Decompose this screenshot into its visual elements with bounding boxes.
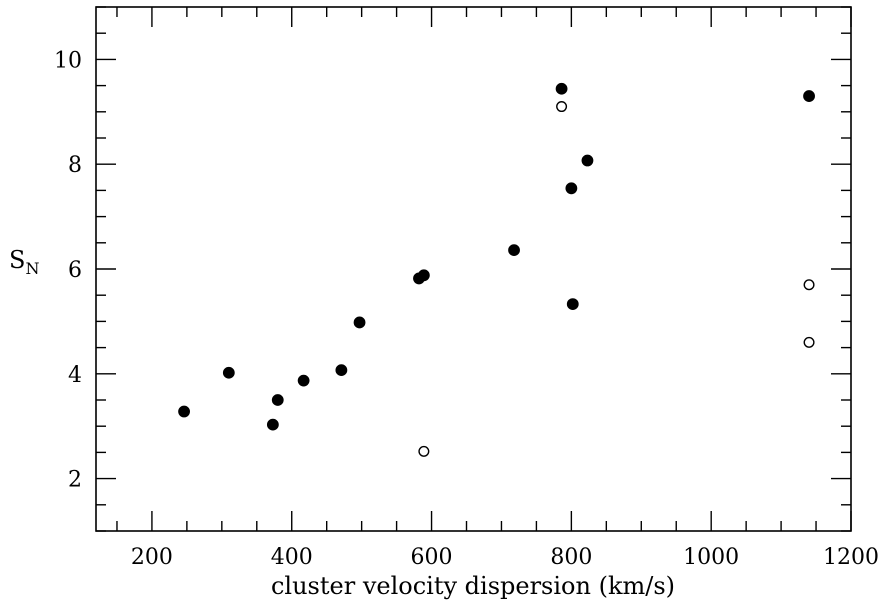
x-tick-label: 200 — [131, 545, 173, 570]
axis-ticks — [96, 6, 852, 532]
y-tick-label: 6 — [68, 258, 82, 283]
x-tick-label: 400 — [271, 545, 313, 570]
x-tick-label: 600 — [411, 545, 453, 570]
data-point-open — [803, 336, 815, 348]
y-axis-title-subscript: N — [25, 259, 39, 278]
data-point-filled — [565, 182, 578, 195]
data-point-open — [556, 101, 568, 113]
data-point-filled — [335, 364, 348, 377]
data-point-filled — [271, 394, 284, 406]
data-point-filled — [581, 154, 594, 167]
data-point-filled — [222, 366, 235, 379]
y-tick-label: 10 — [54, 48, 82, 73]
data-point-filled — [353, 316, 366, 329]
data-point-filled — [803, 90, 815, 102]
data-point-filled — [417, 269, 430, 282]
y-tick-label: 8 — [68, 153, 82, 178]
data-point-filled — [297, 374, 310, 387]
data-point-filled — [555, 82, 568, 95]
y-tick-label: 2 — [68, 468, 82, 493]
data-point-filled — [178, 405, 190, 418]
plot-frame — [95, 6, 852, 532]
x-axis-title: cluster velocity dispersion (km/s) — [271, 572, 675, 600]
x-tick-label: 1000 — [683, 545, 739, 570]
x-tick-label: 1200 — [823, 545, 879, 570]
data-point-open — [803, 279, 815, 291]
data-point-filled — [266, 418, 279, 431]
x-tick-label: 800 — [550, 545, 592, 570]
data-point-filled — [508, 244, 520, 257]
data-point-filled — [566, 298, 579, 311]
axis-tick-labels: 200 400 600 800 1000 1200 2 4 6 8 10 — [54, 48, 879, 570]
data-points — [178, 82, 815, 457]
y-tick-label: 4 — [68, 363, 82, 388]
y-axis-title-main: S — [9, 246, 25, 274]
y-axis-title: SN — [9, 246, 39, 278]
data-point-open — [418, 445, 430, 457]
